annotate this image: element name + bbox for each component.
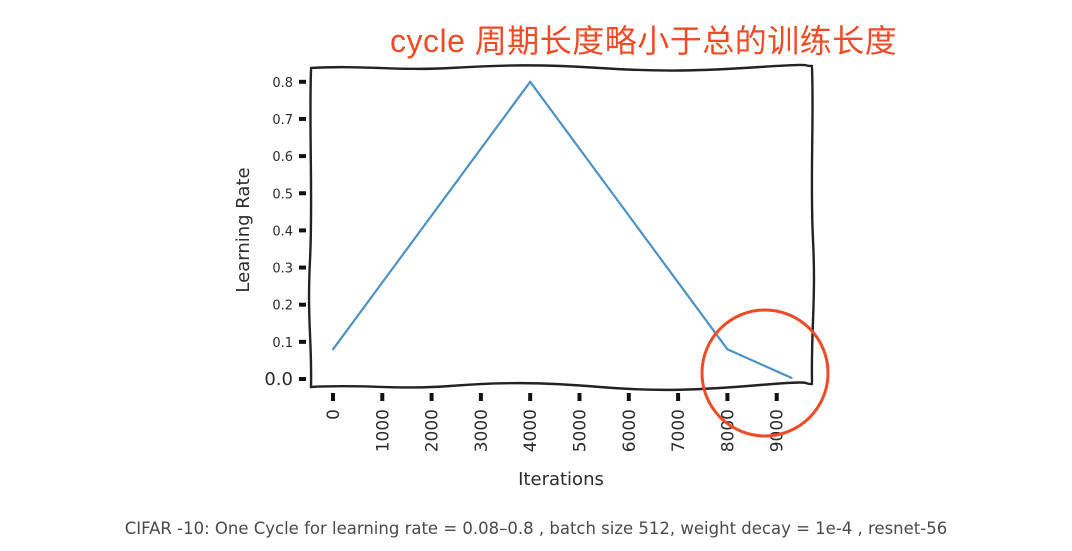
highlight-circle (700, 308, 830, 438)
x-tick-label: 5000 (571, 409, 591, 452)
x-tick-label: 9000 (768, 409, 788, 452)
x-tick-label: 7000 (669, 409, 689, 452)
learning-rate-line (331, 80, 793, 379)
x-tick-label: 8000 (718, 409, 738, 452)
x-axis-label: Iterations (518, 469, 604, 490)
y-axis-label: Learning Rate (233, 167, 254, 292)
x-tick-label: 4000 (521, 409, 541, 452)
frame-bottom (309, 381, 814, 392)
plot-frame (307, 63, 816, 392)
y-tick-label: 0.7 (272, 113, 293, 128)
y-tick-label: 0.4 (272, 224, 293, 239)
y-tick-label: 0.3 (272, 262, 293, 277)
y-tick-label: 0.6 (272, 150, 293, 165)
y-tick-label: 0.0 (264, 369, 293, 390)
x-tick-label: 1000 (373, 409, 393, 452)
y-tick-label: 0.8 (272, 76, 293, 91)
y-tick-label: 0.2 (272, 299, 293, 314)
figure-caption: CIFAR -10: One Cycle for learning rate =… (124, 519, 948, 538)
x-tick-label: 3000 (472, 409, 492, 452)
frame-left (307, 68, 313, 389)
frame-right (810, 66, 816, 384)
annotation-title: cycle 周期长度略小于总的训练长度 (390, 23, 898, 59)
x-tick-label: 6000 (620, 409, 640, 452)
x-tick-label: 2000 (423, 409, 443, 452)
y-tick-label: 0.5 (272, 187, 293, 202)
x-tick-label: 0 (324, 409, 344, 420)
x-axis-ticks: 0 1000 2000 3000 4000 5000 6000 7000 8000 9000 (324, 393, 788, 452)
y-axis-ticks: 0.0 0.1 0.2 0.3 0.4 0.5 0.6 0.7 0.8 (264, 76, 306, 390)
y-tick-label: 0.1 (272, 336, 293, 351)
frame-top (309, 63, 814, 72)
